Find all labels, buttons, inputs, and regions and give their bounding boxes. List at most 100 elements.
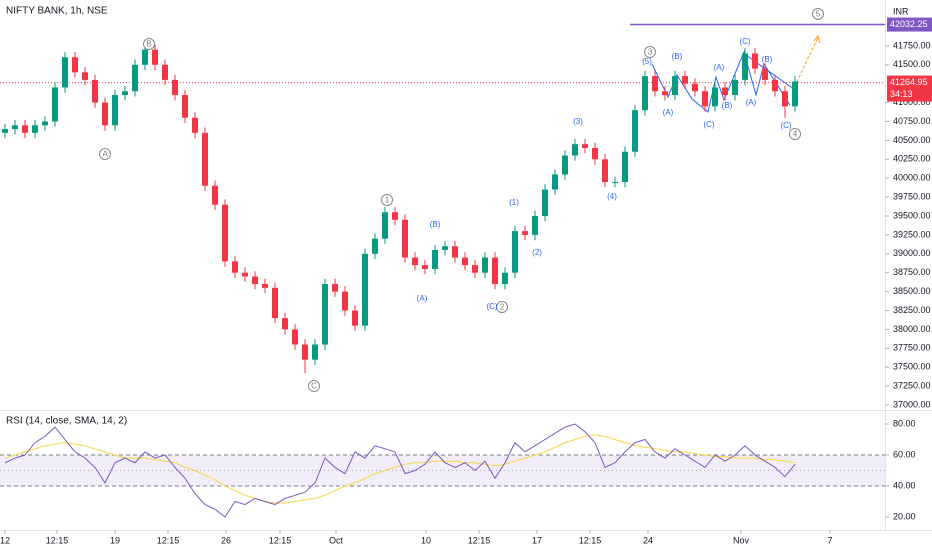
y-tick-label: 38000.00 — [893, 324, 931, 334]
candle-body — [382, 212, 388, 239]
candle-body — [112, 95, 118, 126]
candle-body — [762, 68, 768, 80]
candle-body — [582, 144, 588, 148]
candle-body — [722, 87, 728, 96]
y-tick-label: 39000.00 — [893, 248, 931, 258]
x-tick-label: 12:15 — [468, 535, 491, 545]
wave-label: (A) — [663, 108, 674, 117]
wave-label: (C) — [486, 302, 497, 311]
candle-body — [662, 91, 668, 96]
candle-body — [542, 189, 548, 217]
candle-body — [642, 76, 648, 111]
wave-label: (A) — [746, 98, 757, 107]
candle-body — [462, 257, 468, 266]
candle-body — [482, 257, 488, 273]
wave-circle — [789, 127, 801, 140]
projection-arrow — [796, 37, 819, 83]
rsi-line — [4, 423, 796, 518]
wave-circle — [381, 193, 393, 206]
candle-body — [362, 253, 368, 326]
candle-body — [422, 265, 428, 269]
candle-body — [162, 64, 168, 80]
candle-body — [472, 265, 478, 273]
candle-body — [622, 151, 628, 182]
candle-body — [122, 91, 128, 96]
wave-circle — [496, 301, 508, 314]
rsi-tick-label: 20.00 — [893, 511, 916, 521]
wave-label: (C) — [703, 120, 714, 129]
currency: INR — [893, 6, 909, 16]
level-label: 42032.25 — [890, 19, 928, 29]
wave-label: (2) — [532, 248, 542, 257]
candle-body — [142, 49, 148, 65]
candle-body — [792, 81, 798, 107]
candle-body — [232, 261, 238, 273]
candle-body — [672, 76, 678, 96]
x-tick-label: 12:15 — [46, 535, 69, 545]
candle-body — [2, 129, 8, 133]
wave-label: 1 — [385, 196, 390, 205]
rsi-tick-label: 40.00 — [893, 480, 916, 490]
y-tick-label: 37250.00 — [893, 380, 931, 390]
level-tag — [887, 17, 932, 32]
candle-body — [782, 91, 788, 107]
y-tick-label: 37500.00 — [893, 362, 931, 372]
candle-body — [592, 147, 598, 160]
y-tick-label: 38500.00 — [893, 286, 931, 296]
candle-body — [752, 53, 758, 69]
y-tick-label: 38750.00 — [893, 267, 931, 277]
rsi-tick-label: 80.00 — [893, 418, 916, 428]
candle-body — [42, 121, 48, 126]
y-tick-label: 39750.00 — [893, 191, 931, 201]
candle-body — [32, 125, 38, 133]
candle-body — [502, 272, 508, 285]
wave-label: C — [311, 382, 317, 391]
candle-body — [552, 174, 558, 190]
y-tick-label: 41500.00 — [893, 59, 931, 69]
candle-body — [292, 329, 298, 345]
wave-circle — [644, 46, 656, 59]
candle-body — [332, 284, 338, 292]
candle-body — [562, 155, 568, 175]
candle-body — [492, 257, 498, 285]
x-tick-label: 24 — [643, 535, 653, 545]
candle-body — [102, 102, 108, 126]
wave-label: (4) — [607, 192, 617, 201]
candle-body — [322, 284, 328, 345]
y-tick-label: 40250.00 — [893, 154, 931, 164]
candle-body — [22, 125, 28, 133]
wave-label: 2 — [500, 303, 505, 312]
projection-arrow-head — [813, 34, 821, 44]
candle-body — [452, 246, 458, 258]
y-tick-label: 37000.00 — [893, 399, 931, 409]
candle-body — [512, 231, 518, 273]
candle-body — [522, 231, 528, 235]
y-tick-label: 41000.00 — [893, 97, 931, 107]
candle-body — [12, 125, 18, 130]
wave-label: (1) — [509, 198, 519, 207]
candle-body — [222, 204, 228, 262]
candle-body — [152, 49, 158, 65]
countdown: 34:13 — [890, 89, 913, 99]
wave-circle — [812, 7, 824, 20]
candle-body — [172, 79, 178, 96]
candle-body — [432, 250, 438, 269]
candle-body — [252, 276, 258, 285]
y-tick-label: 39250.00 — [893, 229, 931, 239]
x-tick-label: Nov — [733, 535, 750, 545]
y-tick-label: 41750.00 — [893, 40, 931, 50]
wave-label: (B) — [722, 101, 733, 110]
y-tick-label: 37750.00 — [893, 343, 931, 353]
wave-label: 3 — [648, 48, 653, 57]
y-tick-label: 40500.00 — [893, 135, 931, 145]
wave-label: (A) — [417, 294, 428, 303]
candle-body — [342, 291, 348, 311]
x-tick-label: 12:15 — [269, 535, 292, 545]
x-tick-label: 19 — [110, 535, 120, 545]
candle-body — [182, 95, 188, 118]
wave-label: (C) — [739, 37, 750, 46]
wave-label: B — [146, 40, 151, 49]
candle-body — [392, 212, 398, 220]
wave-circle — [308, 380, 320, 393]
